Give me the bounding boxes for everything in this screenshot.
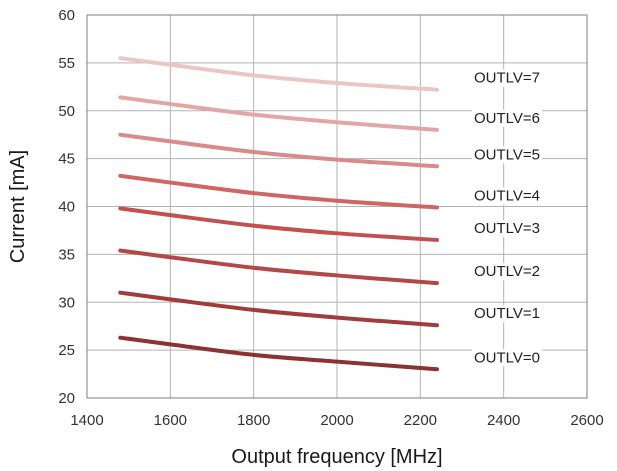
series-lines <box>118 56 439 372</box>
y-tick-label: 45 <box>58 151 75 168</box>
x-tick-label: 2200 <box>404 412 437 429</box>
y-tick-label: 20 <box>58 390 75 407</box>
y-axis-title: Current [mA] <box>7 150 29 263</box>
series-line-7 <box>118 56 439 92</box>
y-tick-label: 35 <box>58 246 75 263</box>
series-line-4 <box>118 173 439 210</box>
series-labels: OUTLV=0 OUTLV=1 OUTLV=2 OUTLV=3 OUTLV=4 OUTLV… <box>472 69 542 367</box>
series-label-3: OUTLV=3 <box>474 220 540 237</box>
series-label-background <box>472 263 542 281</box>
series-label-2: OUTLV=2 <box>474 263 540 280</box>
series-line-6 <box>118 95 439 132</box>
series-line-5 <box>118 132 439 169</box>
x-tick-label: 2400 <box>487 412 520 429</box>
x-tick-label: 1600 <box>154 412 187 429</box>
series-label-background <box>472 146 542 164</box>
series-label-background <box>472 109 542 127</box>
series-label-1: OUTLV=1 <box>474 305 540 322</box>
series-label-background <box>472 69 542 87</box>
series-label-4: OUTLV=4 <box>474 187 540 204</box>
series-line-0 <box>118 335 439 372</box>
series-label-7: OUTLV=7 <box>474 70 540 87</box>
y-tick-label: 55 <box>58 55 75 72</box>
series-line-3 <box>118 206 439 243</box>
series-label-background <box>472 220 542 238</box>
x-tick-label: 1400 <box>70 412 103 429</box>
x-tick-label: 1800 <box>237 412 270 429</box>
x-axis-title: Output frequency [MHz] <box>231 446 442 468</box>
y-tick-label: 50 <box>58 103 75 120</box>
tick-labels: 1400 1600 1800 2000 2200 2400 2600 20 25 30 35 40 45… <box>58 7 603 429</box>
plot-frame <box>86 14 588 399</box>
series-label-background <box>472 349 542 367</box>
series-label-0: OUTLV=0 <box>474 349 540 366</box>
y-tick-label: 40 <box>58 199 75 216</box>
series-label-5: OUTLV=5 <box>474 146 540 163</box>
series-line-1 <box>118 290 439 328</box>
y-tick-label: 25 <box>58 342 75 359</box>
x-tick-label: 2600 <box>570 412 603 429</box>
series-line-2 <box>118 248 439 286</box>
y-tick-label: 60 <box>58 7 75 24</box>
series-label-background <box>472 305 542 323</box>
y-tick-label: 30 <box>58 294 75 311</box>
x-tick-label: 2000 <box>320 412 353 429</box>
series-label-background <box>472 187 542 205</box>
series-label-6: OUTLV=6 <box>474 110 540 127</box>
